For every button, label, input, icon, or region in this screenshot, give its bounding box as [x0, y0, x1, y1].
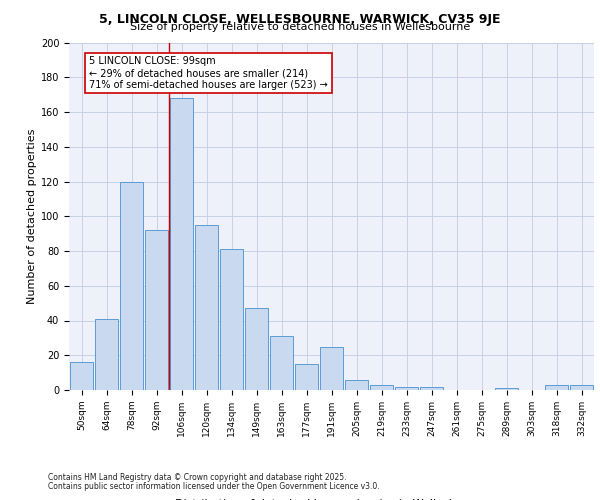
Bar: [295, 364, 318, 390]
Text: Contains public sector information licensed under the Open Government Licence v3: Contains public sector information licen…: [48, 482, 380, 491]
Bar: [195, 225, 218, 390]
Bar: [420, 386, 443, 390]
Bar: [95, 319, 118, 390]
Bar: [345, 380, 368, 390]
Bar: [220, 250, 243, 390]
Bar: [70, 362, 93, 390]
Text: Size of property relative to detached houses in Wellesbourne: Size of property relative to detached ho…: [130, 22, 470, 32]
Text: 5, LINCOLN CLOSE, WELLESBOURNE, WARWICK, CV35 9JE: 5, LINCOLN CLOSE, WELLESBOURNE, WARWICK,…: [99, 12, 501, 26]
Bar: [320, 346, 343, 390]
Bar: [545, 385, 568, 390]
Bar: [270, 336, 293, 390]
Bar: [145, 230, 168, 390]
Bar: [245, 308, 268, 390]
Bar: [395, 386, 418, 390]
Bar: [370, 385, 393, 390]
X-axis label: Distribution of detached houses by size in Wellesbourne: Distribution of detached houses by size …: [175, 498, 488, 500]
Y-axis label: Number of detached properties: Number of detached properties: [26, 128, 37, 304]
Bar: [570, 385, 593, 390]
Bar: [170, 98, 193, 390]
Text: Contains HM Land Registry data © Crown copyright and database right 2025.: Contains HM Land Registry data © Crown c…: [48, 474, 347, 482]
Bar: [495, 388, 518, 390]
Text: 5 LINCOLN CLOSE: 99sqm
← 29% of detached houses are smaller (214)
71% of semi-de: 5 LINCOLN CLOSE: 99sqm ← 29% of detached…: [89, 56, 328, 90]
Bar: [120, 182, 143, 390]
